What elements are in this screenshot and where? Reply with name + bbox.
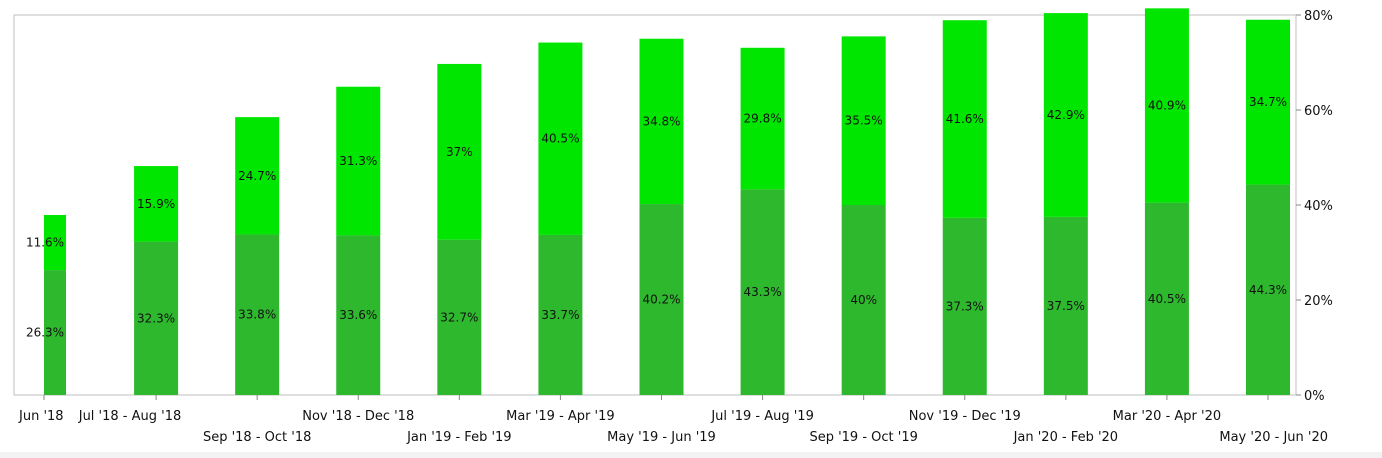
bar-segment-2-1 [44, 214, 66, 271]
x-tick-label-6: Mar '19 - Apr '19 [506, 409, 614, 424]
data-label-1-13: 44.3% [1249, 283, 1287, 297]
bar-segment-1-13 [1246, 184, 1290, 395]
data-label-1-5: 32.7% [440, 310, 478, 324]
data-label-2-2: 15.9% [137, 197, 175, 211]
bar-segment-2-11 [1043, 13, 1088, 217]
bar-segment-2-4 [336, 86, 381, 236]
data-label-2-4: 31.3% [339, 154, 377, 168]
bar-segment-1-5 [437, 239, 482, 395]
x-tick-label-5: Jan '19 - Feb '19 [406, 430, 512, 445]
x-tick-label-3: Sep '18 - Oct '18 [203, 430, 311, 445]
data-label-1-2: 32.3% [137, 311, 175, 325]
bar-segment-1-11 [1043, 216, 1088, 395]
x-tick-label-2: Jul '18 - Aug '18 [78, 409, 182, 424]
data-label-2-6: 40.5% [541, 132, 579, 146]
y-tick-label-4: 60% [1304, 104, 1333, 119]
data-label-1-3: 33.8% [238, 308, 276, 322]
data-label-1-7: 40.2% [642, 293, 680, 307]
data-label-2-1: 11.6% [26, 236, 64, 250]
data-label-1-12: 40.5% [1148, 292, 1186, 306]
data-label-2-8: 29.8% [744, 112, 782, 126]
data-label-1-1: 26.3% [26, 326, 64, 340]
x-tick-label-11: Jan '20 - Feb '20 [1013, 430, 1119, 445]
bar-segment-2-9 [841, 36, 886, 205]
bar-segment-1-2 [134, 241, 179, 395]
data-label-2-10: 41.6% [946, 112, 984, 126]
bar-segment-2-8 [740, 47, 785, 190]
bar-segment-2-7 [639, 38, 684, 205]
data-label-1-9: 40% [850, 293, 877, 307]
data-label-1-11: 37.5% [1047, 299, 1085, 313]
x-tick-label-7: May '19 - Jun '19 [607, 430, 716, 445]
bar-segment-1-12 [1144, 202, 1189, 395]
y-tick-label-1: 0% [1304, 389, 1325, 404]
bar-segment-1-10 [942, 217, 987, 395]
bar-segment-1-9 [841, 205, 886, 395]
data-label-2-7: 34.8% [642, 114, 680, 128]
x-tick-label-9: Sep '19 - Oct '19 [809, 430, 917, 445]
y-tick-label-5: 80% [1304, 9, 1333, 24]
y-tick-label-2: 20% [1304, 294, 1333, 309]
x-tick-label-12: Mar '20 - Apr '20 [1113, 409, 1221, 424]
x-tick-label-4: Nov '18 - Dec '18 [302, 409, 414, 424]
x-tick-label-10: Nov '19 - Dec '19 [909, 409, 1021, 424]
bar-segment-1-8 [740, 189, 785, 395]
data-label-1-8: 43.3% [744, 285, 782, 299]
data-label-1-10: 37.3% [946, 299, 984, 313]
bar-segment-1-4 [336, 235, 381, 395]
data-label-2-3: 24.7% [238, 169, 276, 183]
bar-segment-2-5 [437, 63, 482, 240]
bar-segment-1-7 [639, 204, 684, 395]
bar-segment-2-12 [1144, 8, 1189, 203]
data-label-2-5: 37% [446, 145, 473, 159]
bar-segment-2-13 [1246, 19, 1290, 185]
x-tick-label-8: Jul '19 - Aug '19 [710, 409, 814, 424]
y-tick-label-3: 40% [1304, 199, 1333, 214]
x-tick-label-1: Jun '18 [18, 409, 64, 424]
bar-segment-2-2 [134, 166, 179, 242]
data-label-2-9: 35.5% [845, 114, 883, 128]
data-label-2-13: 34.7% [1249, 95, 1287, 109]
data-label-2-11: 42.9% [1047, 108, 1085, 122]
bar-segment-1-1 [44, 270, 66, 395]
data-label-1-6: 33.7% [541, 308, 579, 322]
data-label-2-12: 40.9% [1148, 98, 1186, 112]
bar-segment-2-10 [942, 20, 987, 218]
bar-segment-1-3 [235, 234, 280, 395]
x-tick-label-13: May '20 - Jun '20 [1219, 430, 1328, 445]
bar-segment-1-6 [538, 234, 583, 395]
bar-segment-2-6 [538, 42, 583, 235]
bar-segment-2-3 [235, 117, 280, 235]
data-label-1-4: 33.6% [339, 308, 377, 322]
